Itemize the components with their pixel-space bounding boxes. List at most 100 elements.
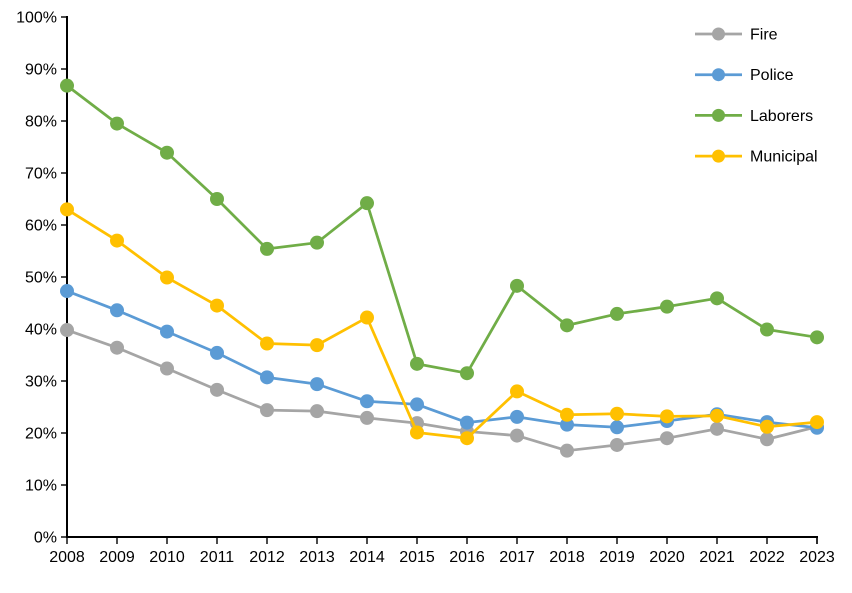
- data-point-municipal-2018: [560, 407, 574, 422]
- x-axis-tick-label: 2008: [49, 549, 85, 566]
- data-point-police-2009: [110, 303, 124, 318]
- legend-item-police: Police: [695, 67, 794, 84]
- y-axis-tick-label: 40%: [25, 322, 57, 339]
- y-axis-tick-label: 100%: [16, 10, 57, 27]
- data-point-police-2010: [160, 324, 174, 339]
- y-axis-tick-label: 80%: [25, 114, 57, 131]
- x-axis-tick-label: 2010: [149, 549, 185, 566]
- y-axis-tick-label: 10%: [25, 478, 57, 495]
- data-point-police-2014: [360, 394, 374, 409]
- legend-label-fire: Fire: [750, 27, 778, 44]
- y-axis-tick-label: 50%: [25, 270, 57, 287]
- data-point-fire-2021: [710, 421, 724, 436]
- y-axis-tick-label: 60%: [25, 218, 57, 235]
- data-point-fire-2011: [210, 382, 224, 397]
- series-line-municipal: [65, 208, 819, 440]
- data-point-laborers-2018: [560, 318, 574, 333]
- data-point-municipal-2017: [510, 384, 524, 399]
- data-point-fire-2019: [610, 437, 624, 452]
- data-point-municipal-2015: [410, 425, 424, 440]
- x-axis-tick-label: 2016: [449, 549, 485, 566]
- data-point-fire-2017: [510, 428, 524, 443]
- data-point-police-2013: [310, 377, 324, 392]
- data-point-laborers-2019: [610, 306, 624, 321]
- x-axis-tick-label: 2020: [649, 549, 685, 566]
- x-axis-tick-label: 2019: [599, 549, 635, 566]
- data-point-municipal-2022: [760, 419, 774, 434]
- series-municipal: [60, 202, 824, 446]
- legend-marker-police: [712, 68, 725, 82]
- data-point-laborers-2016: [460, 366, 474, 381]
- legend-marker-laborers: [712, 108, 725, 122]
- data-point-municipal-2009: [110, 233, 124, 248]
- legend-item-laborers: Laborers: [695, 108, 813, 125]
- data-point-police-2011: [210, 345, 224, 360]
- data-point-laborers-2020: [660, 299, 674, 314]
- x-axis-tick-label: 2015: [399, 549, 435, 566]
- legend-label-municipal: Municipal: [750, 149, 818, 166]
- data-point-municipal-2012: [260, 336, 274, 351]
- data-point-fire-2022: [760, 432, 774, 447]
- data-point-laborers-2008: [60, 78, 74, 93]
- series-line-police: [65, 289, 819, 430]
- data-point-municipal-2013: [310, 338, 324, 353]
- y-axis-tick-label: 90%: [25, 62, 57, 79]
- data-point-fire-2008: [60, 323, 74, 338]
- data-point-laborers-2009: [110, 116, 124, 131]
- data-point-police-2016: [460, 415, 474, 430]
- data-point-police-2018: [560, 417, 574, 432]
- data-point-municipal-2011: [210, 298, 224, 313]
- data-point-police-2015: [410, 397, 424, 412]
- data-point-fire-2020: [660, 431, 674, 446]
- data-point-laborers-2010: [160, 145, 174, 160]
- data-point-municipal-2016: [460, 431, 474, 446]
- data-point-laborers-2023: [810, 330, 824, 345]
- data-point-police-2008: [60, 284, 74, 299]
- x-axis-tick-label: 2023: [799, 549, 835, 566]
- data-point-laborers-2022: [760, 322, 774, 337]
- data-point-fire-2010: [160, 361, 174, 376]
- data-point-laborers-2015: [410, 356, 424, 371]
- x-axis-tick-label: 2013: [299, 549, 335, 566]
- data-point-municipal-2021: [710, 408, 724, 423]
- y-axis: 0% 10% 20% 30% 40% 50% 60% 70% 80% 90% 100%: [16, 10, 67, 547]
- x-axis-tick-label: 2011: [200, 549, 235, 566]
- data-point-laborers-2017: [510, 278, 524, 293]
- legend-label-laborers: Laborers: [750, 108, 813, 125]
- data-point-laborers-2021: [710, 291, 724, 306]
- y-axis-tick-label: 0%: [34, 530, 57, 547]
- y-axis-tick-label: 30%: [25, 374, 57, 391]
- series-laborers: [60, 78, 824, 381]
- axes: 0%10%20%30%40%50%60%70%80%90%100%2008 200…: [16, 10, 835, 567]
- data-point-fire-2018: [560, 443, 574, 458]
- data-point-municipal-2014: [360, 310, 374, 325]
- data-point-fire-2012: [260, 403, 274, 418]
- data-point-police-2019: [610, 420, 624, 435]
- x-axis-tick-label: 2009: [99, 549, 135, 566]
- series-line-laborers: [65, 84, 819, 375]
- x-axis-tick-label: 2022: [749, 549, 785, 566]
- legend-item-fire: Fire: [695, 27, 778, 44]
- legend-item-municipal: Municipal: [695, 149, 818, 166]
- data-point-fire-2009: [110, 340, 124, 355]
- y-axis-tick-label: 70%: [25, 166, 57, 183]
- data-point-fire-2013: [310, 404, 324, 419]
- data-point-laborers-2012: [260, 241, 274, 256]
- data-point-laborers-2011: [210, 192, 224, 206]
- legend-marker-municipal: [712, 149, 725, 163]
- x-axis-tick-label: 2012: [249, 549, 285, 566]
- x-axis-tick-label: 2018: [549, 549, 585, 566]
- x-axis-tick-label: 2014: [349, 549, 385, 566]
- legend-label-police: Police: [750, 67, 794, 84]
- data-point-municipal-2020: [660, 409, 674, 424]
- data-point-municipal-2023: [810, 415, 824, 430]
- data-point-police-2012: [260, 370, 274, 385]
- legend: Fire Police Laborers Municipal: [695, 27, 818, 166]
- series-line-fire: [65, 328, 819, 453]
- x-axis-tick-label: 2021: [699, 549, 735, 566]
- legend-marker-fire: [712, 27, 725, 41]
- x-axis-tick-label: 2017: [499, 549, 535, 566]
- data-point-police-2017: [510, 409, 524, 424]
